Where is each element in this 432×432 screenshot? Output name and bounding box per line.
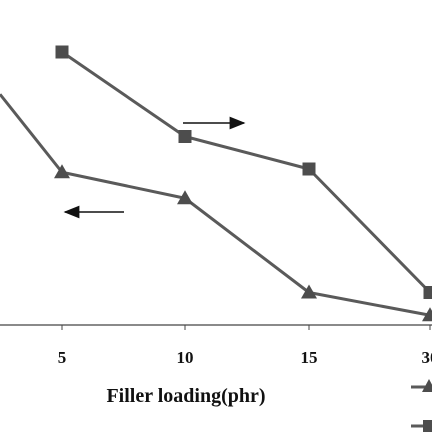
triangle-series-line (0, 93, 431, 317)
legend-marker-square (423, 420, 432, 432)
x-axis-tick-labels: 5 10 15 30 (58, 348, 432, 367)
square-series-line (61, 50, 432, 294)
series-layer (0, 45, 432, 322)
square-point-5 (55, 45, 69, 59)
legend-marker-triangle (422, 379, 432, 392)
x-tick-label-10: 10 (177, 348, 194, 367)
x-tick-label-15: 15 (301, 348, 318, 367)
x-tick-label-30: 30 (422, 348, 432, 367)
square-point-10 (178, 130, 192, 143)
square-point-30 (423, 286, 432, 299)
triangle-point-30 (422, 307, 432, 322)
triangle-point-10 (177, 190, 193, 205)
legend (411, 379, 432, 432)
x-tick-label-5: 5 (58, 348, 67, 367)
triangle-point-5 (54, 164, 70, 179)
square-point-15 (302, 162, 316, 176)
x-axis-title: Filler loading(phr) (106, 385, 265, 407)
x-axis-ticks (61, 325, 431, 330)
triangle-point-15 (301, 284, 317, 299)
